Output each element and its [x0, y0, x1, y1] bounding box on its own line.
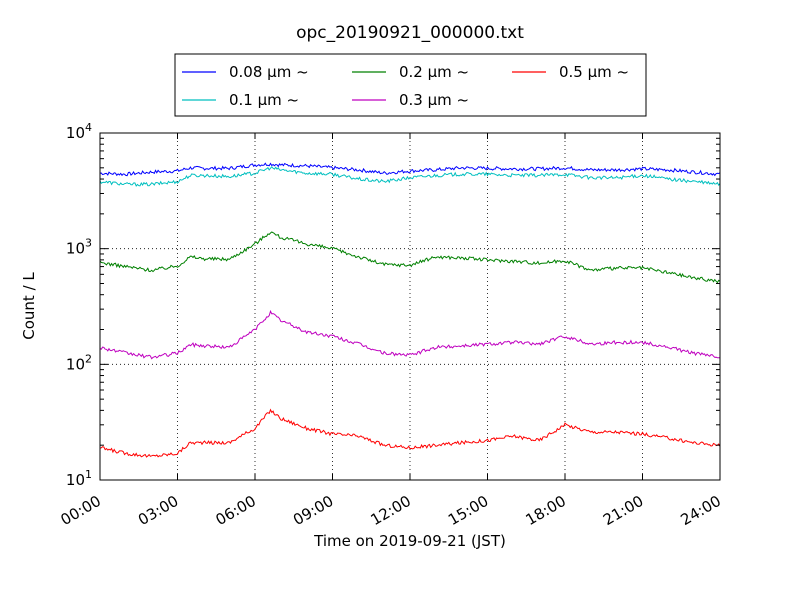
legend-label: 0.3 μm ~	[399, 91, 469, 109]
x-tick-label: 21:00	[600, 492, 646, 529]
y-axis-label: Count / L	[20, 272, 38, 340]
y-tick-label: 101	[66, 468, 92, 489]
series-line	[99, 166, 721, 187]
y-axis: 101 102 103 104	[66, 121, 720, 489]
x-tick-label: 18:00	[523, 492, 569, 529]
x-tick-label: 09:00	[290, 492, 336, 529]
legend-box	[174, 53, 647, 117]
plot-series	[99, 162, 721, 458]
grid-lines	[100, 133, 720, 480]
series-line	[99, 231, 721, 284]
chart-title: opc_20190921_000000.txt	[296, 23, 524, 43]
legend-label: 0.2 μm ~	[399, 63, 469, 81]
y-tick-label: 103	[66, 237, 92, 258]
legend: 0.08 μm ~ 0.1 μm ~ 0.2 μm ~ 0.3 μm ~ 0.5 μm …	[174, 53, 647, 117]
x-tick-label: 00:00	[58, 492, 104, 529]
x-tick-label: 06:00	[213, 492, 259, 529]
y-tick-label: 104	[66, 121, 92, 142]
x-tick-label: 15:00	[445, 492, 491, 529]
legend-label: 0.1 μm ~	[229, 91, 299, 109]
x-tick-label: 12:00	[368, 492, 414, 529]
x-axis-label: Time on 2019-09-21 (JST)	[313, 532, 506, 550]
series-line	[99, 408, 721, 458]
series-line	[99, 309, 721, 360]
x-axis: 00:00 03:00 06:00 09:00 12:00 15:00 18:00 21:00…	[58, 133, 724, 529]
x-tick-label: 24:00	[678, 492, 724, 529]
legend-label: 0.5 μm ~	[559, 63, 629, 81]
y-tick-label: 102	[66, 352, 92, 373]
series-line	[99, 162, 721, 177]
legend-label: 0.08 μm ~	[229, 63, 309, 81]
x-tick-label: 03:00	[135, 492, 181, 529]
